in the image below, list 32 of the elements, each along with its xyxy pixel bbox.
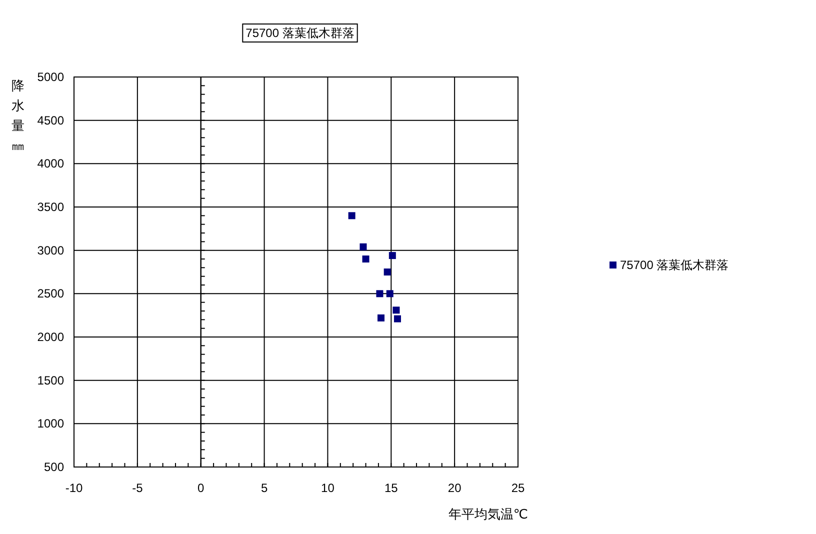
y-tick-label: 2500 bbox=[37, 286, 64, 301]
y-tick-label: 4500 bbox=[37, 113, 64, 128]
x-tick-label: 5 bbox=[260, 481, 268, 495]
y-axis-title: 降水量㎜ bbox=[12, 78, 24, 153]
x-tick-label: 25 bbox=[511, 481, 525, 495]
point bbox=[384, 268, 391, 276]
y-tick-label: 1500 bbox=[37, 373, 64, 388]
x-tick-label: 0 bbox=[198, 481, 205, 495]
x-tick-label: 10 bbox=[321, 481, 335, 495]
point bbox=[392, 306, 400, 314]
point bbox=[386, 290, 394, 298]
x-axis-title: 年平均気温℃ bbox=[448, 506, 528, 522]
x-tick-label: -10 bbox=[65, 481, 83, 495]
y-tick-label: 2000 bbox=[37, 330, 64, 344]
point bbox=[360, 243, 367, 250]
point bbox=[362, 256, 370, 262]
point bbox=[376, 290, 384, 298]
y-tick-label: 5000 bbox=[37, 70, 64, 84]
y-tick-label: 500 bbox=[44, 460, 64, 474]
x-tick-label: 20 bbox=[448, 481, 462, 495]
y-tick-label: 3000 bbox=[37, 243, 64, 258]
point bbox=[388, 252, 396, 260]
x-tick-label: -5 bbox=[132, 481, 144, 495]
point bbox=[394, 315, 401, 322]
x-tick-label: 15 bbox=[384, 481, 398, 495]
y-tick-label: 1000 bbox=[37, 416, 64, 431]
y-tick-label: 4000 bbox=[37, 156, 64, 171]
point bbox=[377, 314, 384, 322]
legend-item: 75700 落葉低木群落 bbox=[610, 258, 729, 272]
chart-title: 75700 落葉低木群落 bbox=[246, 26, 354, 40]
point bbox=[348, 212, 356, 220]
y-tick-label: 3500 bbox=[37, 200, 64, 214]
